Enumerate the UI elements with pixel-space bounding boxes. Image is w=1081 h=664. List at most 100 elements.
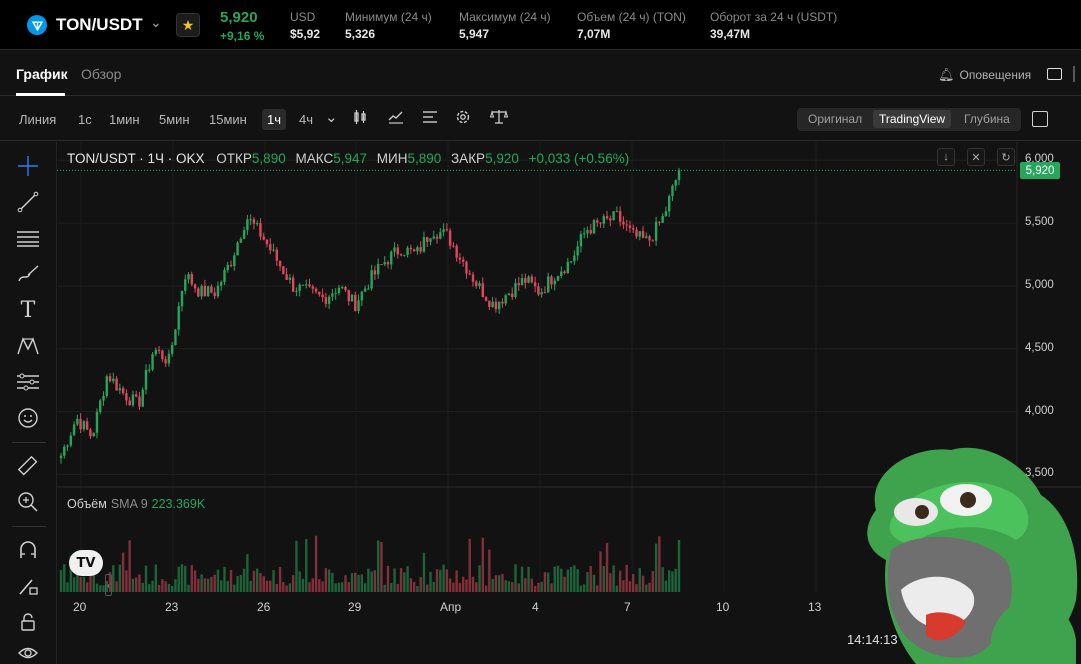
volume-bar <box>69 555 73 592</box>
view-tradingview[interactable]: TradingView <box>873 110 952 128</box>
eye-icon[interactable] <box>14 642 42 664</box>
candle-body <box>612 211 615 221</box>
candle-body <box>295 290 298 292</box>
volume-bar <box>187 584 190 592</box>
timeframe-4h[interactable]: 4ч <box>299 112 314 127</box>
tab-chart[interactable]: График <box>16 66 68 82</box>
candle-body <box>275 249 279 261</box>
volume-bar <box>622 580 625 592</box>
volume-bar <box>314 535 318 592</box>
tab-overview[interactable]: Обзор <box>81 66 122 82</box>
view-depth[interactable]: Глубина <box>964 112 1010 126</box>
indicators-icon[interactable] <box>388 109 404 129</box>
fullscreen-icon[interactable] <box>1032 111 1048 127</box>
price-chart[interactable]: TON/USDT · 1Ч · OKX ОТКР5,890 МАКС5,947 … <box>57 142 1081 664</box>
panel-edge-icon[interactable] <box>1073 66 1075 82</box>
candle-body <box>376 264 380 275</box>
timeframe-5min[interactable]: 5мин <box>159 112 190 127</box>
settings-gear-icon[interactable] <box>455 109 471 129</box>
volume-bar <box>105 580 108 592</box>
volume-bar <box>661 567 664 592</box>
favorite-star-icon[interactable]: ★ <box>176 13 200 37</box>
volume-bar <box>491 579 494 592</box>
chart-canvas[interactable] <box>57 142 1081 664</box>
candle-body <box>314 288 318 292</box>
volume-bar <box>226 581 229 592</box>
horizontal-lines-icon[interactable] <box>14 224 42 252</box>
candle-body <box>383 262 386 265</box>
collapse-handle[interactable]: ‹ <box>105 574 112 596</box>
trend-line-icon[interactable] <box>14 188 42 216</box>
chevron-down-icon[interactable]: ⌄ <box>325 109 338 126</box>
candle-body <box>223 270 226 283</box>
candle-body <box>658 221 661 223</box>
candle-body <box>563 271 566 274</box>
prediction-measure-icon[interactable] <box>14 368 42 396</box>
candle-body <box>497 301 501 310</box>
volume-bar <box>563 576 566 592</box>
candle-body <box>121 388 125 394</box>
chevron-down-icon[interactable]: ⌄ <box>150 14 162 30</box>
text-tool-icon[interactable]: T <box>20 297 36 323</box>
volume-bar <box>380 541 383 592</box>
candle-body <box>475 281 478 286</box>
brush-icon[interactable] <box>14 260 42 288</box>
candle-body <box>360 291 364 301</box>
candle-body <box>426 237 429 242</box>
refresh-icon[interactable]: ↻ <box>997 148 1015 166</box>
candle-body <box>206 286 210 297</box>
volume-bar <box>318 579 321 592</box>
volume-bar <box>125 570 128 592</box>
timeframe-line[interactable]: Линия <box>19 112 57 127</box>
candle-body <box>128 400 131 406</box>
volume-bar <box>439 569 442 592</box>
candle-body <box>635 229 638 237</box>
alerts-button[interactable]: 🔔︎ Оповещения <box>938 67 1031 83</box>
timeframe-1s[interactable]: 1с <box>78 112 92 127</box>
candle-body <box>157 349 161 351</box>
volume-legend: Объём SMA 9 223.369K <box>67 497 205 511</box>
list-icon[interactable] <box>422 109 438 129</box>
emoji-icon[interactable] <box>14 404 42 432</box>
lock-pencil-icon[interactable] <box>14 572 42 600</box>
volume-bar <box>174 579 177 592</box>
stat-value: $5,92 <box>290 27 321 41</box>
candle-body <box>373 270 377 275</box>
view-original[interactable]: Оригинал <box>808 112 863 126</box>
magnet-icon[interactable] <box>14 536 42 564</box>
volume-bar <box>609 573 612 592</box>
collapse-icon[interactable]: ✕ <box>967 148 985 166</box>
timeframe-1h[interactable]: 1ч <box>262 109 287 130</box>
x-tick-label: 26 <box>257 600 271 614</box>
volume-bar <box>517 583 520 592</box>
volume-bar <box>180 564 184 592</box>
crosshair-icon[interactable] <box>14 152 42 180</box>
timeframe-1min[interactable]: 1мин <box>109 112 140 127</box>
candle-body <box>331 293 334 297</box>
volume-bar <box>586 572 589 592</box>
candle-body <box>344 286 347 291</box>
candle-body <box>180 290 184 307</box>
ruler-icon[interactable] <box>14 452 42 480</box>
volume-bar <box>190 565 193 592</box>
compare-scale-icon[interactable] <box>489 109 509 129</box>
zoom-in-icon[interactable] <box>14 488 42 516</box>
candle-body <box>419 247 422 252</box>
volume-bar <box>504 580 507 592</box>
volume-bar <box>216 569 220 592</box>
candle-body <box>324 297 328 304</box>
candle-body <box>524 278 527 283</box>
layout-icon[interactable] <box>1047 68 1062 80</box>
pattern-icon[interactable] <box>14 332 42 360</box>
candle-body <box>645 236 648 238</box>
lock-icon[interactable] <box>14 608 42 636</box>
volume-bar <box>72 577 76 592</box>
arrow-down-icon[interactable]: ↓ <box>937 148 955 166</box>
timeframe-15min[interactable]: 15мин <box>209 112 247 127</box>
candles-icon[interactable] <box>352 109 368 129</box>
candle-body <box>288 277 292 280</box>
pair-name[interactable]: TON/USDT <box>56 15 143 34</box>
candle-body <box>641 231 645 238</box>
volume-bar <box>344 575 347 592</box>
candle-body <box>187 274 190 280</box>
